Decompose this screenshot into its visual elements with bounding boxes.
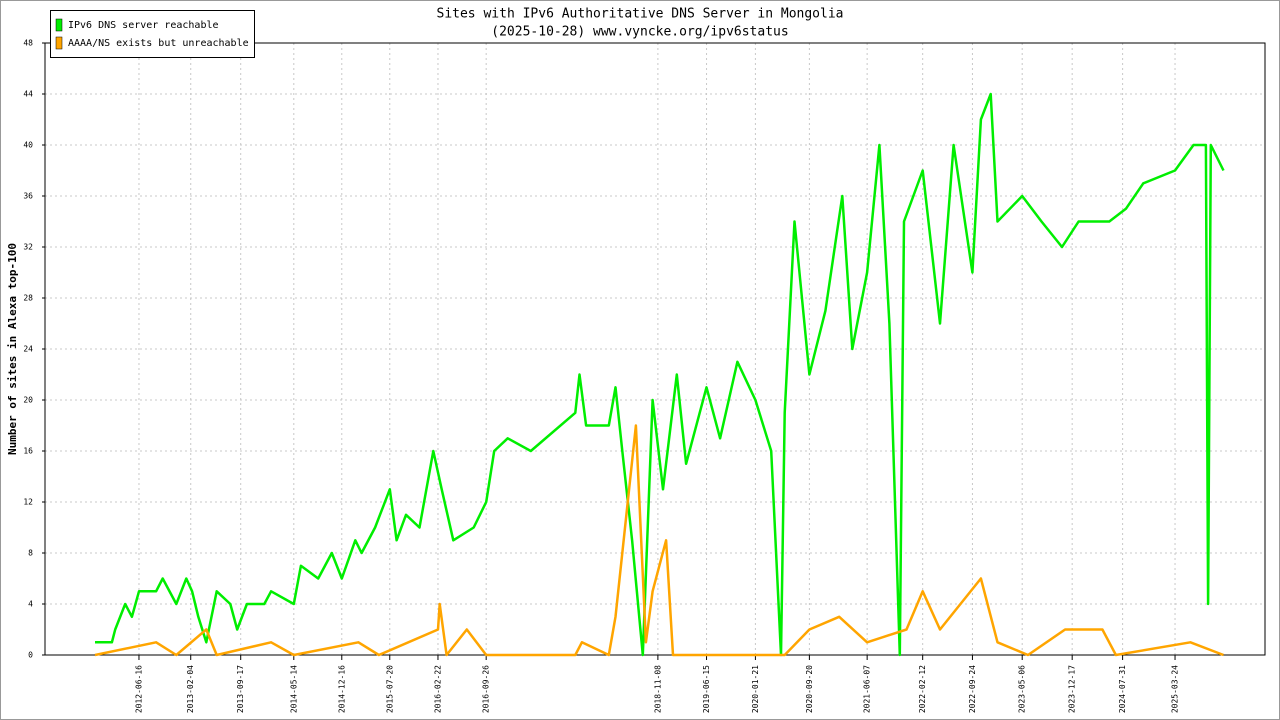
x-tick-label: 2014-12-16	[337, 665, 346, 713]
x-tick-label: 2020-09-20	[805, 665, 814, 713]
x-tick-label: 2023-05-06	[1018, 665, 1027, 713]
x-tick-label: 2016-09-26	[482, 665, 491, 713]
y-tick-label: 12	[23, 498, 33, 507]
x-tick-label: 2022-09-24	[968, 665, 977, 713]
y-tick-label: 24	[23, 345, 33, 354]
y-tick-label: 36	[23, 192, 33, 201]
x-tick-label: 2014-05-14	[289, 665, 298, 713]
plot-frame	[44, 42, 1266, 656]
legend-swatch	[55, 36, 63, 50]
x-tick-label: 2016-02-22	[433, 665, 442, 713]
x-tick-label: 2015-07-20	[385, 665, 394, 713]
x-tick-label: 2021-06-07	[863, 665, 872, 713]
x-tick-label: 2012-06-16	[134, 665, 143, 713]
y-tick-label: 48	[23, 39, 33, 48]
y-tick-label: 20	[23, 396, 33, 405]
x-tick-label: 2018-11-08	[653, 665, 662, 713]
y-tick-label: 16	[23, 447, 33, 456]
x-tick-label: 2022-02-12	[918, 665, 927, 713]
x-tick-label: 2019-06-15	[702, 665, 711, 713]
y-tick-label: 28	[23, 294, 33, 303]
x-tick-label: 2025-03-24	[1171, 665, 1180, 713]
x-tick-label: 2013-02-04	[186, 665, 195, 713]
y-tick-label: 4	[28, 600, 33, 609]
y-tick-label: 8	[28, 549, 33, 558]
legend-box	[50, 10, 255, 58]
y-axis-label: Number of sites in Alexa top-100	[6, 243, 19, 455]
y-tick-label: 32	[23, 243, 33, 252]
chart-title: Sites with IPv6 Authoritative DNS Server…	[437, 7, 844, 22]
y-tick-label: 0	[28, 651, 33, 660]
y-tick-label: 40	[23, 141, 33, 150]
x-tick-label: 2023-12-17	[1068, 665, 1077, 713]
x-tick-label: 2024-07-31	[1118, 665, 1127, 713]
x-tick-label: 2013-09-17	[236, 665, 245, 713]
legend-label: AAAA/NS exists but unreachable	[68, 38, 249, 49]
y-tick-label: 44	[23, 90, 33, 99]
legend-label: IPv6 DNS server reachable	[68, 20, 219, 31]
series-line	[94, 424, 1224, 657]
x-tick-label: 2020-01-21	[751, 665, 760, 713]
series-line	[95, 92, 1225, 657]
legend-swatch	[55, 18, 63, 32]
chart-subtitle: (2025-10-28) www.vyncke.org/ipv6status	[491, 25, 788, 40]
